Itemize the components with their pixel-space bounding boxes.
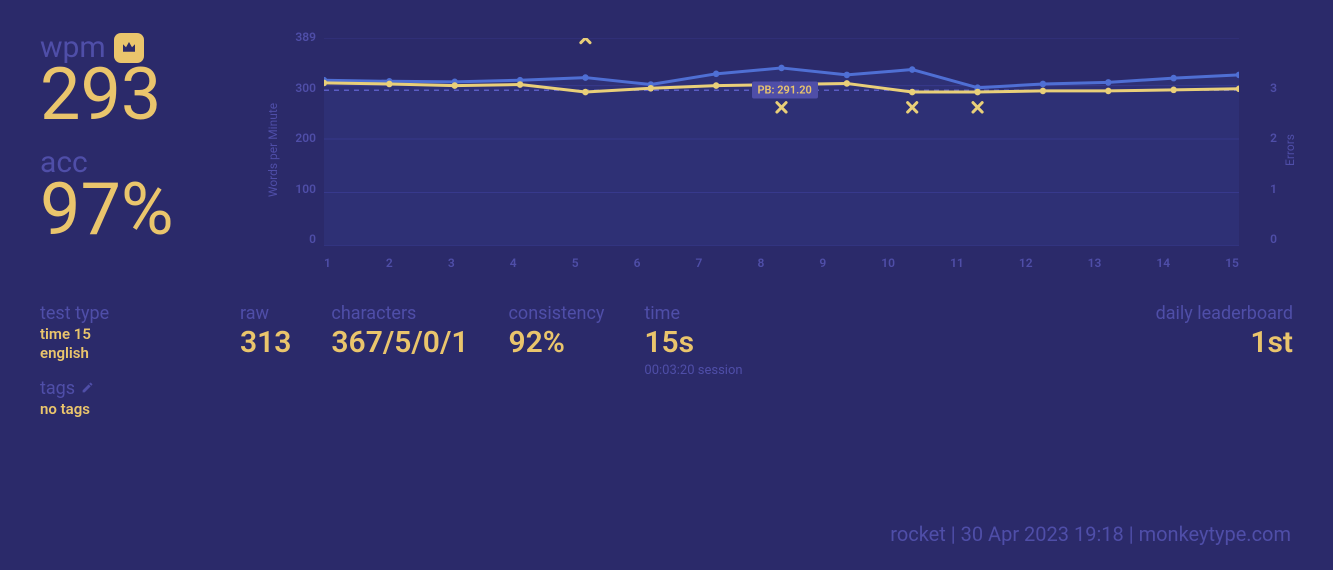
consistency-label: consistency	[509, 302, 605, 325]
footer-user: rocket	[890, 522, 946, 546]
time-value: 15s	[644, 325, 742, 361]
leaderboard-value: 1st	[783, 325, 1293, 361]
time-label: time	[644, 302, 742, 325]
wpm-value: 293	[40, 59, 250, 131]
characters-label: characters	[331, 302, 468, 325]
time-session: 00:03:20 session	[644, 363, 742, 378]
chart-y-right-label: Errors	[1283, 134, 1297, 166]
chart-plot: PB: 291.20	[324, 38, 1239, 246]
test-type-value-1: time 15	[40, 325, 200, 344]
leaderboard-label: daily leaderboard	[783, 302, 1293, 325]
chart-y-left-ticks: 3893002001000	[286, 30, 316, 246]
tags-value: no tags	[40, 400, 200, 419]
footer-date: 30 Apr 2023 19:18	[961, 522, 1124, 546]
tags-label-row: tags	[40, 377, 94, 400]
test-type-label: test type	[40, 302, 200, 325]
secondary-stats: test type time 15 english tags no tags r…	[40, 302, 1293, 419]
acc-value: 97%	[40, 174, 250, 246]
raw-label: raw	[240, 302, 291, 325]
tags-label: tags	[40, 377, 75, 400]
primary-stats: wpm 293 acc 97%	[40, 30, 250, 270]
consistency-value: 92%	[509, 325, 605, 361]
footer-site: monkeytype.com	[1139, 522, 1291, 546]
footer-line: rocket | 30 Apr 2023 19:18 | monkeytype.…	[890, 522, 1291, 546]
characters-value: 367/5/0/1	[331, 325, 468, 361]
raw-value: 313	[240, 325, 291, 361]
test-type-value-2: english	[40, 344, 200, 363]
result-chart: Words per Minute Errors 3893002001000 32…	[270, 30, 1293, 270]
chart-x-ticks: 123456789101112131415	[324, 256, 1239, 270]
chart-y-right-ticks: 3210	[1247, 30, 1277, 246]
chart-y-left-label: Words per Minute	[266, 103, 280, 197]
edit-tags-icon[interactable]	[81, 377, 94, 400]
pb-label: PB: 291.20	[752, 82, 818, 99]
